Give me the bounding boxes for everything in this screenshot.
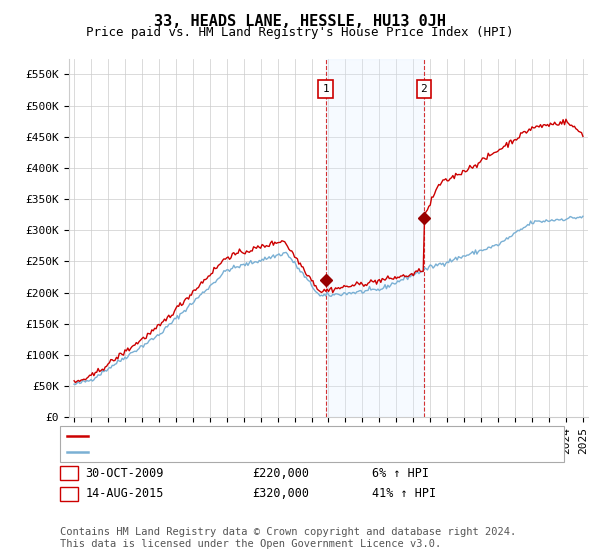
Text: 6% ↑ HPI: 6% ↑ HPI [372,466,429,480]
Text: 2: 2 [421,84,427,94]
Text: HPI: Average price, detached house, East Riding of Yorkshire: HPI: Average price, detached house, East… [94,445,522,458]
Text: 2: 2 [65,487,73,501]
Text: 30-OCT-2009: 30-OCT-2009 [85,466,164,480]
Text: £320,000: £320,000 [252,487,309,501]
Text: Price paid vs. HM Land Registry's House Price Index (HPI): Price paid vs. HM Land Registry's House … [86,26,514,39]
Text: £220,000: £220,000 [252,466,309,480]
Bar [326,59,424,417]
Text: 41% ↑ HPI: 41% ↑ HPI [372,487,436,501]
Text: 1: 1 [65,466,73,480]
Text: 33, HEADS LANE, HESSLE, HU13 0JH: 33, HEADS LANE, HESSLE, HU13 0JH [154,14,446,29]
Text: 33, HEADS LANE, HESSLE, HU13 0JH (detached house): 33, HEADS LANE, HESSLE, HU13 0JH (detach… [94,430,443,442]
Text: Contains HM Land Registry data © Crown copyright and database right 2024.
This d: Contains HM Land Registry data © Crown c… [60,527,516,549]
Text: 1: 1 [322,84,329,94]
Text: 14-AUG-2015: 14-AUG-2015 [85,487,164,501]
